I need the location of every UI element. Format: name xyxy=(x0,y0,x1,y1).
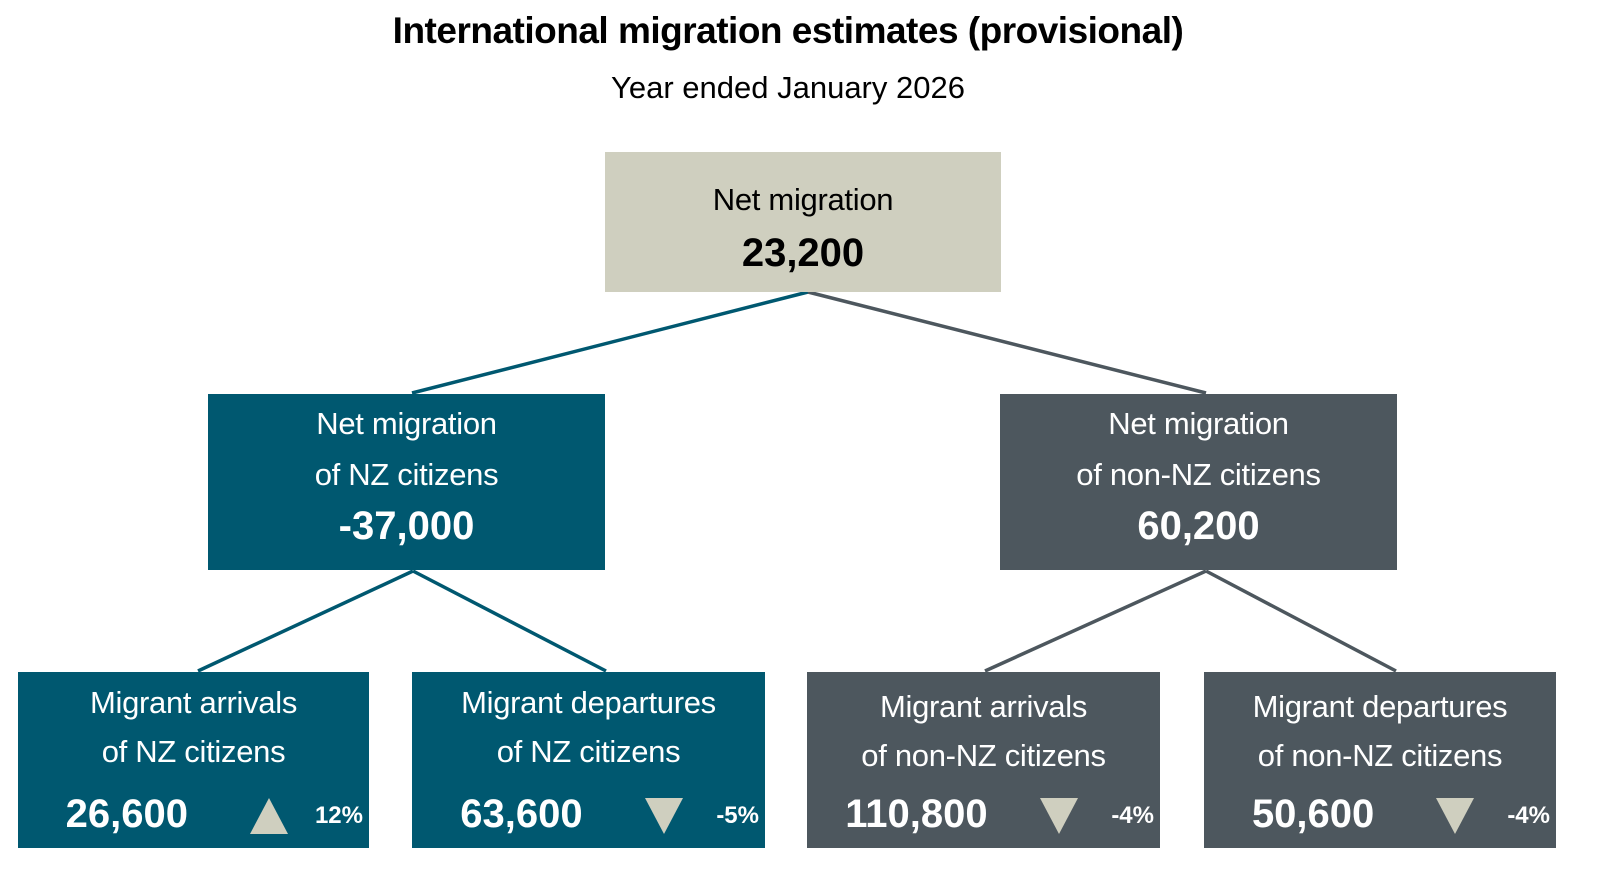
triangle-up-icon xyxy=(249,798,288,834)
triangle-down-icon xyxy=(644,798,683,834)
non-nz-departures-change: -4% xyxy=(1507,802,1550,829)
non-nz-net-value: 60,200 xyxy=(1137,504,1260,548)
nz-arrivals-value: 26,600 xyxy=(65,792,188,836)
nz-net-migration-box: Net migration of NZ citizens -37,000 xyxy=(208,394,605,570)
nz-net-value: -37,000 xyxy=(338,504,475,548)
triangle-down-icon xyxy=(1039,798,1078,834)
triangle-down-icon xyxy=(1436,798,1475,834)
nz-departures-label-line1: Migrant departures xyxy=(461,685,716,720)
non-nz-net-label-line1: Net migration xyxy=(1108,406,1289,441)
non-nz-arrivals-box: Migrant arrivals of non-NZ citizens 110,… xyxy=(807,672,1160,848)
chart-subtitle: Year ended January 2026 xyxy=(611,70,965,105)
non-nz-departures-box: Migrant departures of non-NZ citizens 50… xyxy=(1204,672,1556,848)
non-nz-arrivals-value: 110,800 xyxy=(845,792,988,836)
connector-total-non-nz xyxy=(807,290,1207,395)
connector-nonnz-departures xyxy=(1205,569,1397,673)
net-migration-label: Net migration xyxy=(712,182,894,217)
net-migration-box: Net migration 23,200 xyxy=(605,152,1001,292)
net-migration-value: 23,200 xyxy=(741,231,865,275)
nz-departures-box: Migrant departures of NZ citizens 63,600… xyxy=(412,672,765,848)
nz-departures-change: -5% xyxy=(716,802,759,829)
non-nz-net-label-line2: of non-NZ citizens xyxy=(1076,457,1321,492)
nz-net-label-line1: Net migration xyxy=(316,406,497,441)
connector-nz-departures xyxy=(412,569,607,673)
connector-nz-arrivals xyxy=(197,569,414,673)
nz-arrivals-change: 12% xyxy=(314,802,363,829)
nz-departures-value: 63,600 xyxy=(460,792,583,836)
connector-nonnz-arrivals xyxy=(984,569,1207,673)
nz-arrivals-label-line1: Migrant arrivals xyxy=(89,685,298,720)
non-nz-arrivals-change: -4% xyxy=(1111,802,1154,829)
nz-arrivals-box: Migrant arrivals of NZ citizens 26,600 1… xyxy=(18,672,369,848)
connector-total-nz xyxy=(411,290,809,395)
nz-arrivals-label-line2: of NZ citizens xyxy=(101,734,286,769)
non-nz-arrivals-label-line1: Migrant arrivals xyxy=(879,689,1088,724)
nz-departures-label-line2: of NZ citizens xyxy=(496,734,681,769)
non-nz-arrivals-label-line2: of non-NZ citizens xyxy=(861,738,1106,773)
non-nz-departures-value: 50,600 xyxy=(1251,792,1375,836)
non-nz-departures-label-line2: of non-NZ citizens xyxy=(1257,738,1503,773)
chart-title: International migration estimates (provi… xyxy=(392,10,1184,51)
nz-net-label-line2: of NZ citizens xyxy=(314,457,499,492)
non-nz-net-migration-box: Net migration of non-NZ citizens 60,200 xyxy=(1000,394,1397,570)
non-nz-departures-label-line1: Migrant departures xyxy=(1252,689,1508,724)
